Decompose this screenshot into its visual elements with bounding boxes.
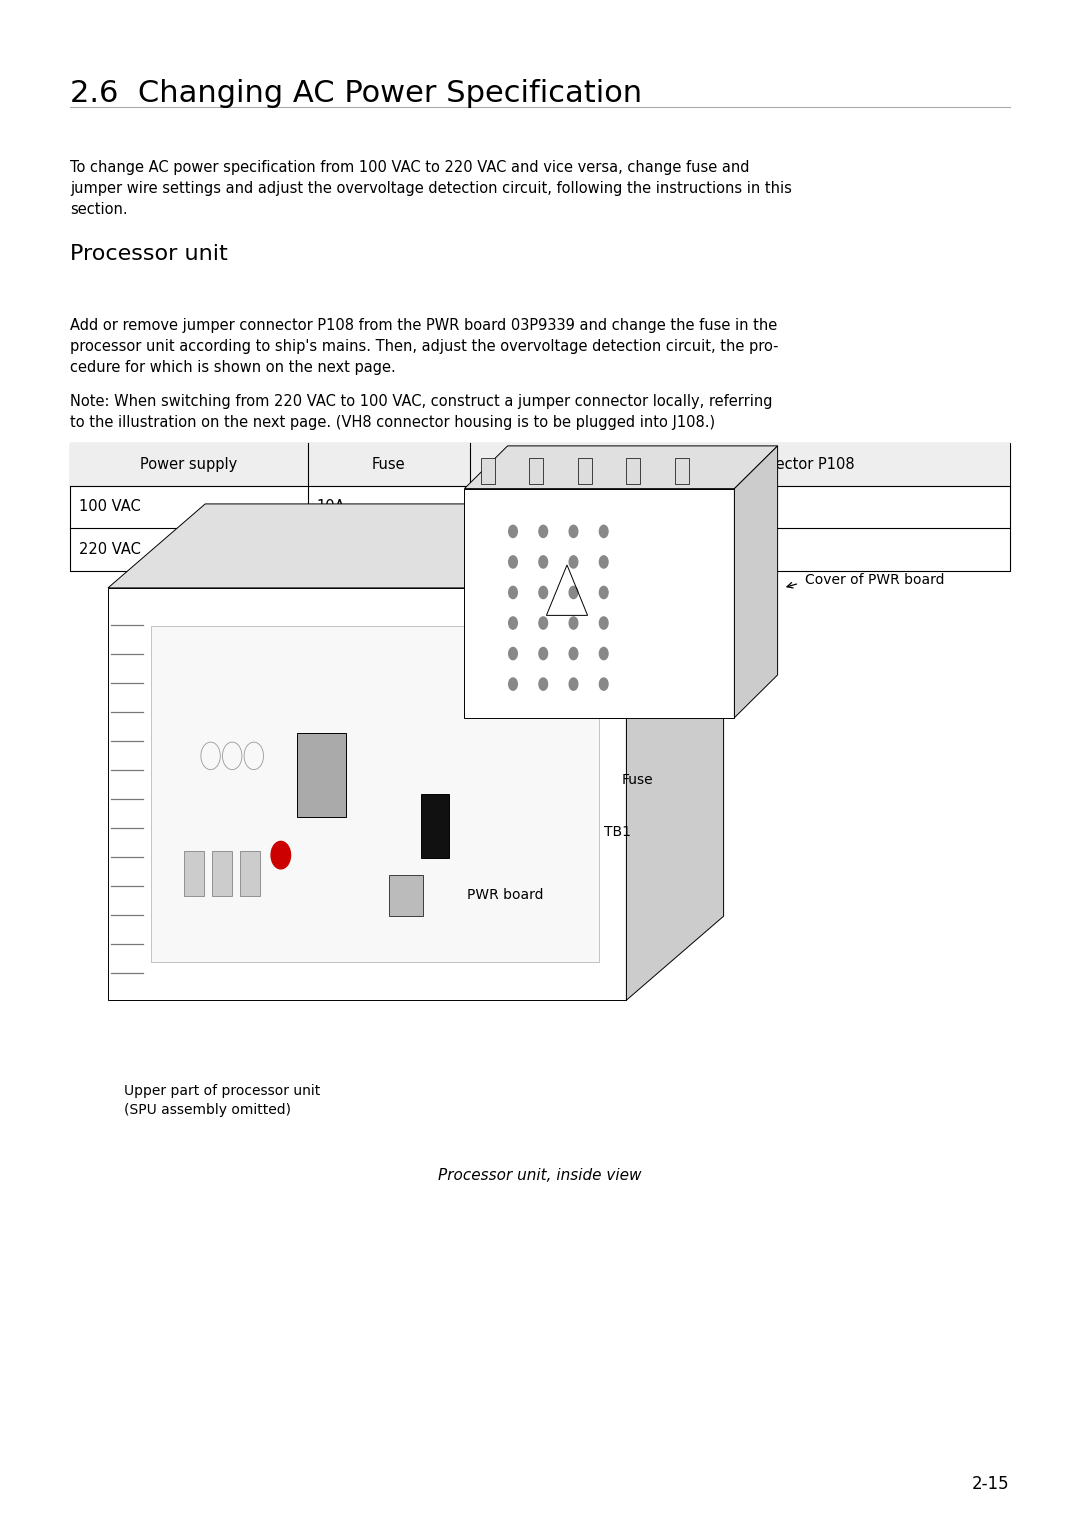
Bar (578, 458, 592, 484)
Text: Power supply: Power supply (140, 457, 238, 472)
Text: TB1: TB1 (604, 825, 631, 840)
Text: Fuse: Fuse (372, 457, 406, 472)
Circle shape (509, 617, 517, 629)
Text: 220 VAC: 220 VAC (79, 542, 140, 557)
Text: Jumper connector P108: Jumper connector P108 (684, 457, 855, 472)
Circle shape (569, 678, 578, 690)
Bar (297, 733, 346, 817)
Bar (184, 851, 204, 896)
Circle shape (509, 647, 517, 660)
Text: Unnecessary: Unnecessary (478, 542, 573, 557)
Polygon shape (108, 504, 724, 588)
Circle shape (509, 678, 517, 690)
Circle shape (599, 678, 608, 690)
Circle shape (599, 617, 608, 629)
Circle shape (539, 617, 548, 629)
Circle shape (569, 556, 578, 568)
Circle shape (509, 556, 517, 568)
Circle shape (539, 678, 548, 690)
Circle shape (599, 647, 608, 660)
Circle shape (271, 841, 291, 869)
Text: Upper part of processor unit
(SPU assembly omitted): Upper part of processor unit (SPU assemb… (124, 1084, 321, 1118)
Circle shape (569, 647, 578, 660)
Circle shape (599, 525, 608, 538)
Circle shape (599, 586, 608, 599)
Circle shape (569, 525, 578, 538)
Text: Processor unit: Processor unit (70, 244, 228, 264)
Text: 10A: 10A (316, 499, 346, 515)
Circle shape (539, 647, 548, 660)
Text: Processor unit, inside view: Processor unit, inside view (438, 1168, 642, 1183)
Circle shape (599, 556, 608, 568)
Text: Note: When switching from 220 VAC to 100 VAC, construct a jumper connector local: Note: When switching from 220 VAC to 100… (70, 394, 772, 431)
Circle shape (539, 556, 548, 568)
Text: PWR board: PWR board (467, 887, 543, 902)
Text: Cover of PWR board: Cover of PWR board (805, 573, 944, 588)
Circle shape (539, 586, 548, 599)
Text: Fuse: Fuse (622, 773, 653, 788)
Polygon shape (734, 446, 778, 718)
Bar (529, 458, 543, 484)
Bar (240, 851, 260, 896)
Bar (212, 851, 232, 896)
Bar (481, 458, 495, 484)
Bar (70, 443, 1010, 571)
Text: 100 VAC: 100 VAC (79, 499, 140, 515)
Polygon shape (108, 588, 626, 1000)
Circle shape (569, 586, 578, 599)
Bar (421, 794, 449, 858)
Text: To change AC power specification from 100 VAC to 220 VAC and vice versa, change : To change AC power specification from 10… (70, 160, 792, 217)
Circle shape (509, 525, 517, 538)
Text: Necessary: Necessary (478, 499, 554, 515)
Bar (675, 458, 689, 484)
Text: 2-15: 2-15 (972, 1475, 1010, 1493)
Bar (389, 875, 423, 916)
Polygon shape (464, 446, 778, 489)
Circle shape (569, 617, 578, 629)
Text: 5A: 5A (316, 542, 336, 557)
Bar (70, 443, 1010, 486)
Circle shape (539, 525, 548, 538)
Bar (151, 626, 599, 962)
Polygon shape (464, 489, 734, 718)
Polygon shape (626, 504, 724, 1000)
Circle shape (509, 586, 517, 599)
Bar (626, 458, 640, 484)
Text: 2.6  Changing AC Power Specification: 2.6 Changing AC Power Specification (70, 79, 643, 108)
Text: Add or remove jumper connector P108 from the PWR board 03P9339 and change the fu: Add or remove jumper connector P108 from… (70, 318, 779, 374)
